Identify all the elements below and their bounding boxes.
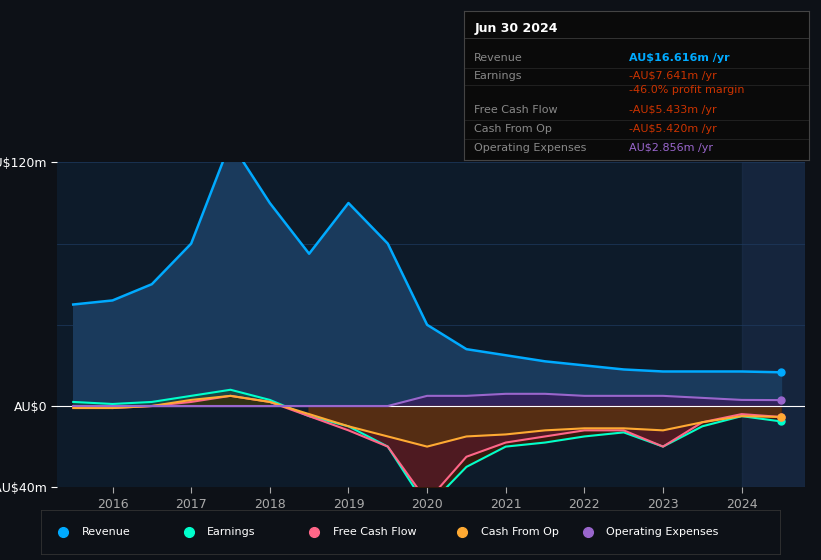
Text: Jun 30 2024: Jun 30 2024 (475, 22, 557, 35)
Text: Cash From Op: Cash From Op (475, 124, 552, 134)
Text: -AU$5.433m /yr: -AU$5.433m /yr (630, 105, 717, 115)
Text: Revenue: Revenue (82, 527, 131, 537)
Bar (741, 162, 805, 487)
Text: Cash From Op: Cash From Op (481, 527, 558, 537)
Text: -AU$5.420m /yr: -AU$5.420m /yr (630, 124, 717, 134)
Text: Free Cash Flow: Free Cash Flow (333, 527, 416, 537)
Text: Operating Expenses: Operating Expenses (606, 527, 718, 537)
Text: AU$16.616m /yr: AU$16.616m /yr (630, 53, 730, 63)
Text: -46.0% profit margin: -46.0% profit margin (630, 86, 745, 95)
Text: AU$2.856m /yr: AU$2.856m /yr (630, 143, 713, 153)
Text: Earnings: Earnings (208, 527, 256, 537)
Text: Free Cash Flow: Free Cash Flow (475, 105, 557, 115)
Text: -AU$7.641m /yr: -AU$7.641m /yr (630, 71, 717, 81)
Text: Revenue: Revenue (475, 53, 523, 63)
Text: Operating Expenses: Operating Expenses (475, 143, 586, 153)
Text: Earnings: Earnings (475, 71, 523, 81)
